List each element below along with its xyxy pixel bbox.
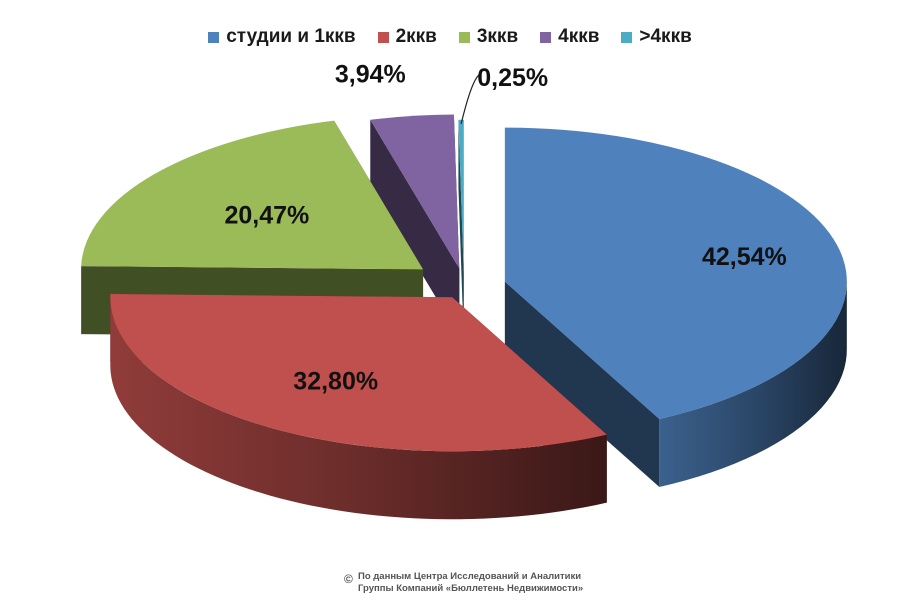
pie-slice-side-wall [458, 119, 464, 342]
copyright-symbol: © [344, 572, 353, 586]
legend-swatch [540, 31, 552, 43]
legend-label: >4ккв [639, 26, 692, 47]
pie-slice-side-wall [370, 119, 460, 337]
pie-slice-side-wall [504, 281, 660, 488]
legend-item-4room: 4ккв [540, 26, 599, 48]
source-credit: © По данным Центра Исследований и Аналит… [344, 571, 584, 595]
legend-item-2room: 2ккв [377, 26, 437, 48]
legend-label: 4ккв [558, 26, 600, 47]
pie-slice-more-than-4room [458, 119, 464, 274]
legend-item-3room: 3ккв [458, 26, 519, 48]
pie-slice-4room [370, 114, 460, 269]
data-label: 3,94% [335, 60, 406, 88]
legend-swatch [208, 31, 220, 43]
legend-item-more-than-4room: >4ккв [621, 26, 692, 48]
legend-item-studios-1room: студии и 1ккв [208, 26, 356, 48]
legend-swatch [621, 31, 633, 43]
legend-swatch [458, 31, 470, 43]
pie-slice-2room [110, 293, 607, 452]
data-label: 20,47% [225, 201, 310, 229]
legend-swatch [377, 31, 389, 43]
label-leader-line [460, 74, 480, 124]
chart-legend: студии и 1ккв 2ккв 3ккв 4ккв >4ккв [0, 26, 900, 48]
pie-slice-rim [110, 299, 607, 520]
data-label: 32,80% [293, 368, 378, 396]
credit-line-1: По данным Центра Исследований и Аналитик… [358, 571, 582, 582]
data-label: 0,25% [477, 64, 548, 92]
pie-slice-rim [659, 279, 847, 488]
legend-label: студии и 1ккв [226, 26, 356, 47]
pie-slice-studios-1room [504, 127, 847, 420]
credit-line-2: Группы Компаний «Бюллетень Недвижимости» [358, 583, 584, 594]
legend-label: 2ккв [395, 26, 437, 47]
pie-slice-3room [81, 120, 424, 270]
legend-label: 3ккв [476, 26, 519, 47]
data-label: 42,54% [702, 243, 787, 271]
